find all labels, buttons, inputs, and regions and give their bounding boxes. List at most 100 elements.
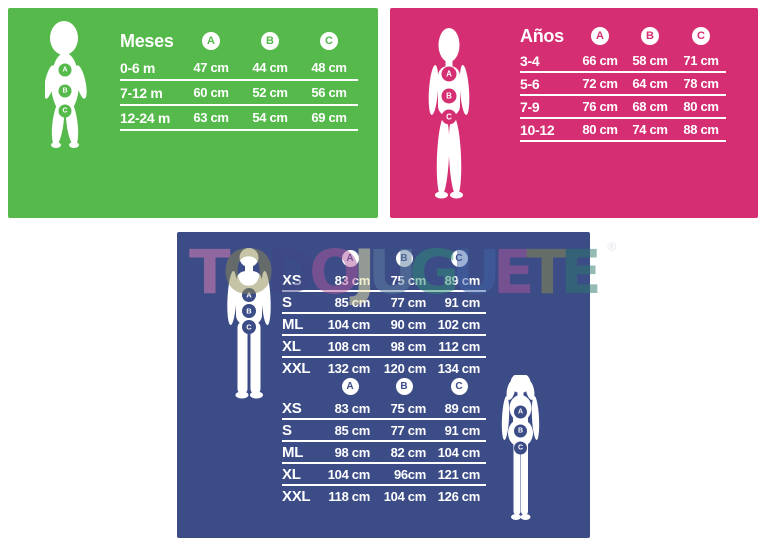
measure-a: 60 cm xyxy=(193,85,229,100)
baby-table-title: Meses xyxy=(120,30,174,51)
table-row: 5-6 72 cm 64 cm 78 cm xyxy=(520,73,726,96)
size-label: 5-6 xyxy=(520,75,540,92)
measure-b: 75 cm xyxy=(390,400,427,416)
measure-a: 118 cm xyxy=(328,488,370,504)
measure-c: 134 cm xyxy=(437,360,481,376)
table-row: 0-6 m 47 cm 44 cm 48 cm xyxy=(120,56,358,81)
badge-c: C xyxy=(446,113,452,122)
size-label: 12-24 m xyxy=(120,109,171,126)
badge-a: A xyxy=(518,409,523,416)
size-label: 7-9 xyxy=(520,98,540,115)
badge-a: A xyxy=(446,70,452,79)
measure-c: 102 cm xyxy=(437,316,481,332)
column-badge-c: C xyxy=(450,377,468,395)
measure-a: 85 cm xyxy=(334,294,371,310)
table-row: XL 104 cm 96cm 121 cm xyxy=(282,464,486,486)
table-header-row: A B C xyxy=(282,374,486,398)
measure-a: 85 cm xyxy=(334,422,371,438)
column-badge-c: C xyxy=(692,27,710,45)
woman-silhouette-icon: A B C xyxy=(501,375,540,520)
size-label: XS xyxy=(282,271,302,289)
man-measure-badges: A B C xyxy=(242,288,256,334)
badge-b: B xyxy=(446,92,452,101)
measure-c: 80 cm xyxy=(683,99,719,114)
measure-c: 91 cm xyxy=(444,294,481,310)
measure-b: 64 cm xyxy=(632,76,668,91)
size-label: 7-12 m xyxy=(120,84,163,101)
table-row: 12-24 m 63 cm 54 cm 69 cm xyxy=(120,106,358,131)
measure-b: 104 cm xyxy=(383,488,427,504)
table-row: XS 83 cm 75 cm 89 cm xyxy=(282,398,486,420)
badge-b: B xyxy=(246,307,252,316)
column-badge-b: B xyxy=(395,249,413,267)
table-row: S 85 cm 77 cm 91 cm xyxy=(282,420,486,442)
measure-c: 56 cm xyxy=(311,85,347,100)
column-badge-a: A xyxy=(202,32,220,50)
measure-c: 112 cm xyxy=(438,338,480,354)
baby-size-table: Meses A B C 0-6 m 47 cm 44 cm 48 cm 7-12… xyxy=(120,26,358,131)
kids-size-table: Años A B C 3-4 66 cm 58 cm 71 cm 5-6 72 … xyxy=(520,22,726,142)
badge-c: C xyxy=(518,445,523,452)
baby-silhouette-icon: A B C xyxy=(45,21,87,148)
column-badge-a: A xyxy=(341,249,359,267)
measure-b: 77 cm xyxy=(390,422,427,438)
child-measure-badges: A B C xyxy=(441,66,457,125)
measure-a: 63 cm xyxy=(193,110,229,125)
table-row: ML 104 cm 90 cm 102 cm xyxy=(282,314,486,336)
measure-b: 44 cm xyxy=(252,60,288,75)
measure-a: 47 cm xyxy=(193,60,229,75)
measure-a: 76 cm xyxy=(582,99,618,114)
measure-a: 104 cm xyxy=(327,466,371,482)
registered-mark: ® xyxy=(605,240,618,254)
table-header-row: Años A B C xyxy=(520,22,726,50)
table-header-row: Meses A B C xyxy=(120,26,358,56)
measure-a: 132 cm xyxy=(327,360,371,376)
measure-b: 120 cm xyxy=(383,360,427,376)
measure-b: 52 cm xyxy=(252,85,288,100)
man-silhouette-icon: A B C xyxy=(227,248,271,399)
badge-a: A xyxy=(62,67,67,74)
measure-a: 83 cm xyxy=(334,272,371,288)
measure-c: 78 cm xyxy=(683,76,719,91)
column-badge-b: B xyxy=(261,32,279,50)
badge-c: C xyxy=(246,323,252,332)
measure-a: 104 cm xyxy=(327,316,371,332)
measure-c: 69 cm xyxy=(311,110,347,125)
column-badge-b: B xyxy=(641,27,659,45)
measure-a: 83 cm xyxy=(334,400,371,416)
size-label: XL xyxy=(282,465,301,483)
size-label: XS xyxy=(282,399,302,417)
badge-c: C xyxy=(62,108,67,115)
size-label: XL xyxy=(282,337,301,355)
measure-b: 75 cm xyxy=(390,272,427,288)
measure-b: 68 cm xyxy=(632,99,668,114)
table-header-row: A B C xyxy=(282,246,486,270)
baby-measure-badges: A B C xyxy=(58,63,72,118)
size-label: XXL xyxy=(282,359,311,377)
table-row: ML 98 cm 82 cm 104 cm xyxy=(282,442,486,464)
baby-sizes-panel: A B C Meses A B C 0-6 m 47 cm 44 cm 48 c… xyxy=(8,8,378,218)
adult-sizes-panel: A B C xyxy=(177,232,590,538)
measure-a: 108 cm xyxy=(327,338,371,354)
badge-b: B xyxy=(62,88,67,95)
kids-sizes-panel: A B C Años A B C 3-4 66 cm 58 cm 71 cm 5… xyxy=(390,8,758,218)
size-label: S xyxy=(282,293,292,311)
column-badge-a: A xyxy=(341,377,359,395)
measure-c: 48 cm xyxy=(311,60,347,75)
woman-measure-badges: A B C xyxy=(514,405,527,455)
table-row: XXL 132 cm 120 cm 134 cm xyxy=(282,358,486,378)
measure-c: 71 cm xyxy=(683,53,719,68)
measure-c: 126 cm xyxy=(437,488,481,504)
measure-a: 98 cm xyxy=(334,444,371,460)
size-label: ML xyxy=(282,443,304,461)
size-label: ML xyxy=(282,315,304,333)
badge-b: B xyxy=(518,428,523,435)
measure-b: 74 cm xyxy=(632,122,668,137)
column-badge-a: A xyxy=(591,27,609,45)
measure-a: 66 cm xyxy=(582,53,618,68)
size-label: 10-12 xyxy=(520,121,555,138)
table-row: XS 83 cm 75 cm 89 cm xyxy=(282,270,486,292)
table-row: XL 108 cm 98 cm 112 cm xyxy=(282,336,486,358)
measure-b: 58 cm xyxy=(632,53,668,68)
